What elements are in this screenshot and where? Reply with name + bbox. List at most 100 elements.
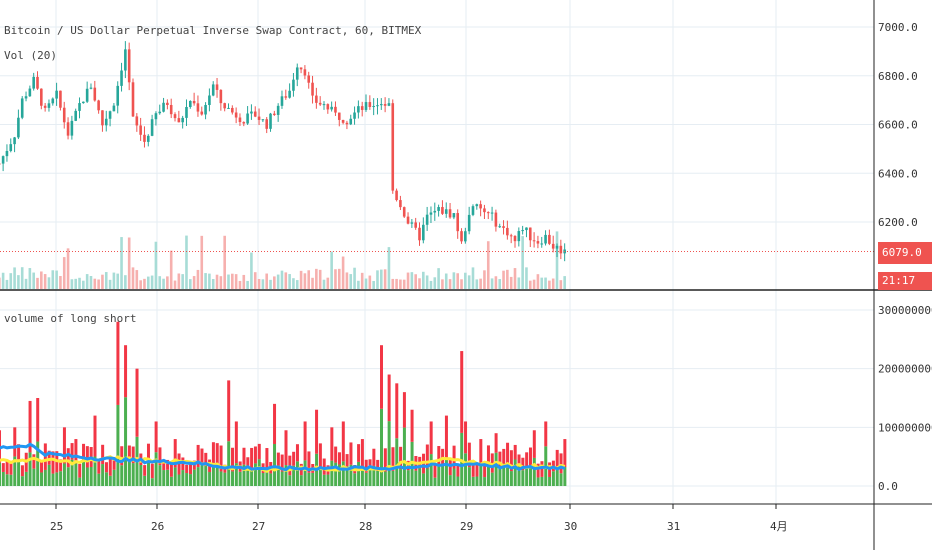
time-tick-label: 28 [359, 520, 372, 533]
long-bar [36, 441, 40, 486]
volume-bar [13, 267, 16, 289]
volume-bar [441, 279, 444, 289]
long-bar [292, 465, 296, 486]
long-bar [192, 469, 196, 486]
candle-body [307, 75, 311, 83]
time-axis-labels[interactable]: 25 26 27 28 29 30 31 4月 [50, 504, 788, 533]
price-axis-labels[interactable]: 7000.0 6800.0 6600.0 6400.0 6200.0 [878, 21, 918, 229]
short-bar [506, 442, 510, 468]
volume-legend[interactable]: Vol (20) [4, 49, 57, 62]
candle-body [177, 118, 181, 123]
volume-bar [70, 279, 74, 289]
candle-body [444, 209, 448, 214]
candle-body [101, 110, 104, 126]
short-bar [486, 445, 490, 466]
short-bar [483, 464, 487, 478]
long-bar [364, 472, 368, 486]
blue-average-line [0, 442, 566, 472]
short-bar [211, 442, 215, 466]
candle-body [261, 119, 265, 121]
volume-bar [28, 268, 32, 289]
long-bar [120, 465, 124, 486]
short-bar [498, 451, 502, 467]
volume-bar [448, 279, 452, 289]
long-bar [383, 471, 387, 486]
long-bar [40, 472, 44, 486]
long-bar [341, 461, 345, 486]
short-bar [444, 415, 448, 460]
short-bar [143, 465, 147, 476]
volume-bar [104, 272, 108, 289]
long-bar [532, 457, 536, 486]
candle-body [78, 103, 81, 111]
time-tick-label: 29 [460, 520, 473, 533]
time-tick-label: 27 [252, 520, 265, 533]
long-bar [303, 460, 307, 486]
volume-bar [425, 275, 429, 289]
long-bar [1, 471, 5, 486]
short-bar [169, 463, 173, 477]
candle-body [273, 113, 276, 115]
volume-bar [391, 278, 395, 289]
short-bar [59, 459, 63, 472]
candle-body [70, 120, 74, 136]
volume-bar [231, 273, 234, 289]
long-bar [265, 470, 269, 486]
volume-bar [181, 274, 184, 289]
volume-bar [66, 248, 70, 289]
long-bar [74, 463, 78, 486]
candle-body [43, 105, 47, 108]
short-bar [456, 465, 460, 477]
long-bar [471, 476, 475, 486]
long-bar [181, 470, 185, 486]
indicator-tick-label: 200000000.0 [878, 363, 932, 376]
long-bar [402, 427, 406, 486]
volume-bar [402, 279, 406, 289]
long-bar [108, 475, 112, 486]
indicator-legend[interactable]: volume of long short [4, 312, 137, 325]
candle-body [32, 76, 35, 89]
candle-body [154, 113, 158, 120]
long-bar [548, 476, 552, 486]
candle-body [269, 113, 272, 129]
volume-bar [544, 277, 547, 289]
long-bar [219, 471, 223, 486]
long-bar [502, 463, 506, 486]
candle-body [414, 222, 417, 228]
volume-bar [78, 277, 81, 289]
volume-bar [146, 276, 150, 289]
candle-body [441, 207, 444, 214]
short-bar [1, 463, 5, 472]
short-bar [82, 443, 86, 461]
countdown-tag: 21:17 [878, 272, 932, 290]
short-bar [429, 421, 433, 455]
candle-body [55, 90, 58, 99]
long-bar [85, 467, 89, 486]
long-bar [288, 475, 292, 486]
volume-bar [372, 280, 375, 289]
short-bar [364, 459, 368, 473]
short-bar [471, 462, 475, 477]
candle-body [551, 243, 555, 249]
volume-bar [55, 270, 58, 289]
volume-bar [74, 278, 77, 289]
candle-body [383, 104, 387, 106]
volume-bar [185, 235, 188, 289]
symbol-title[interactable]: Bitcoin / US Dollar Perpetual Inverse Sw… [4, 24, 422, 37]
volume-bar [364, 278, 368, 289]
candle-body [292, 79, 295, 91]
short-bar [525, 452, 529, 468]
candle-body [24, 96, 28, 99]
candle-body [66, 122, 70, 136]
volume-bar [563, 276, 566, 289]
short-bar [166, 459, 170, 470]
candle-body [36, 76, 39, 89]
candle-body [28, 88, 32, 97]
long-bar [154, 452, 158, 486]
volume-bar [124, 275, 127, 289]
candle-body [169, 104, 173, 115]
volume-bar [261, 279, 265, 289]
long-bar [525, 467, 529, 486]
volume-bar [337, 268, 341, 289]
